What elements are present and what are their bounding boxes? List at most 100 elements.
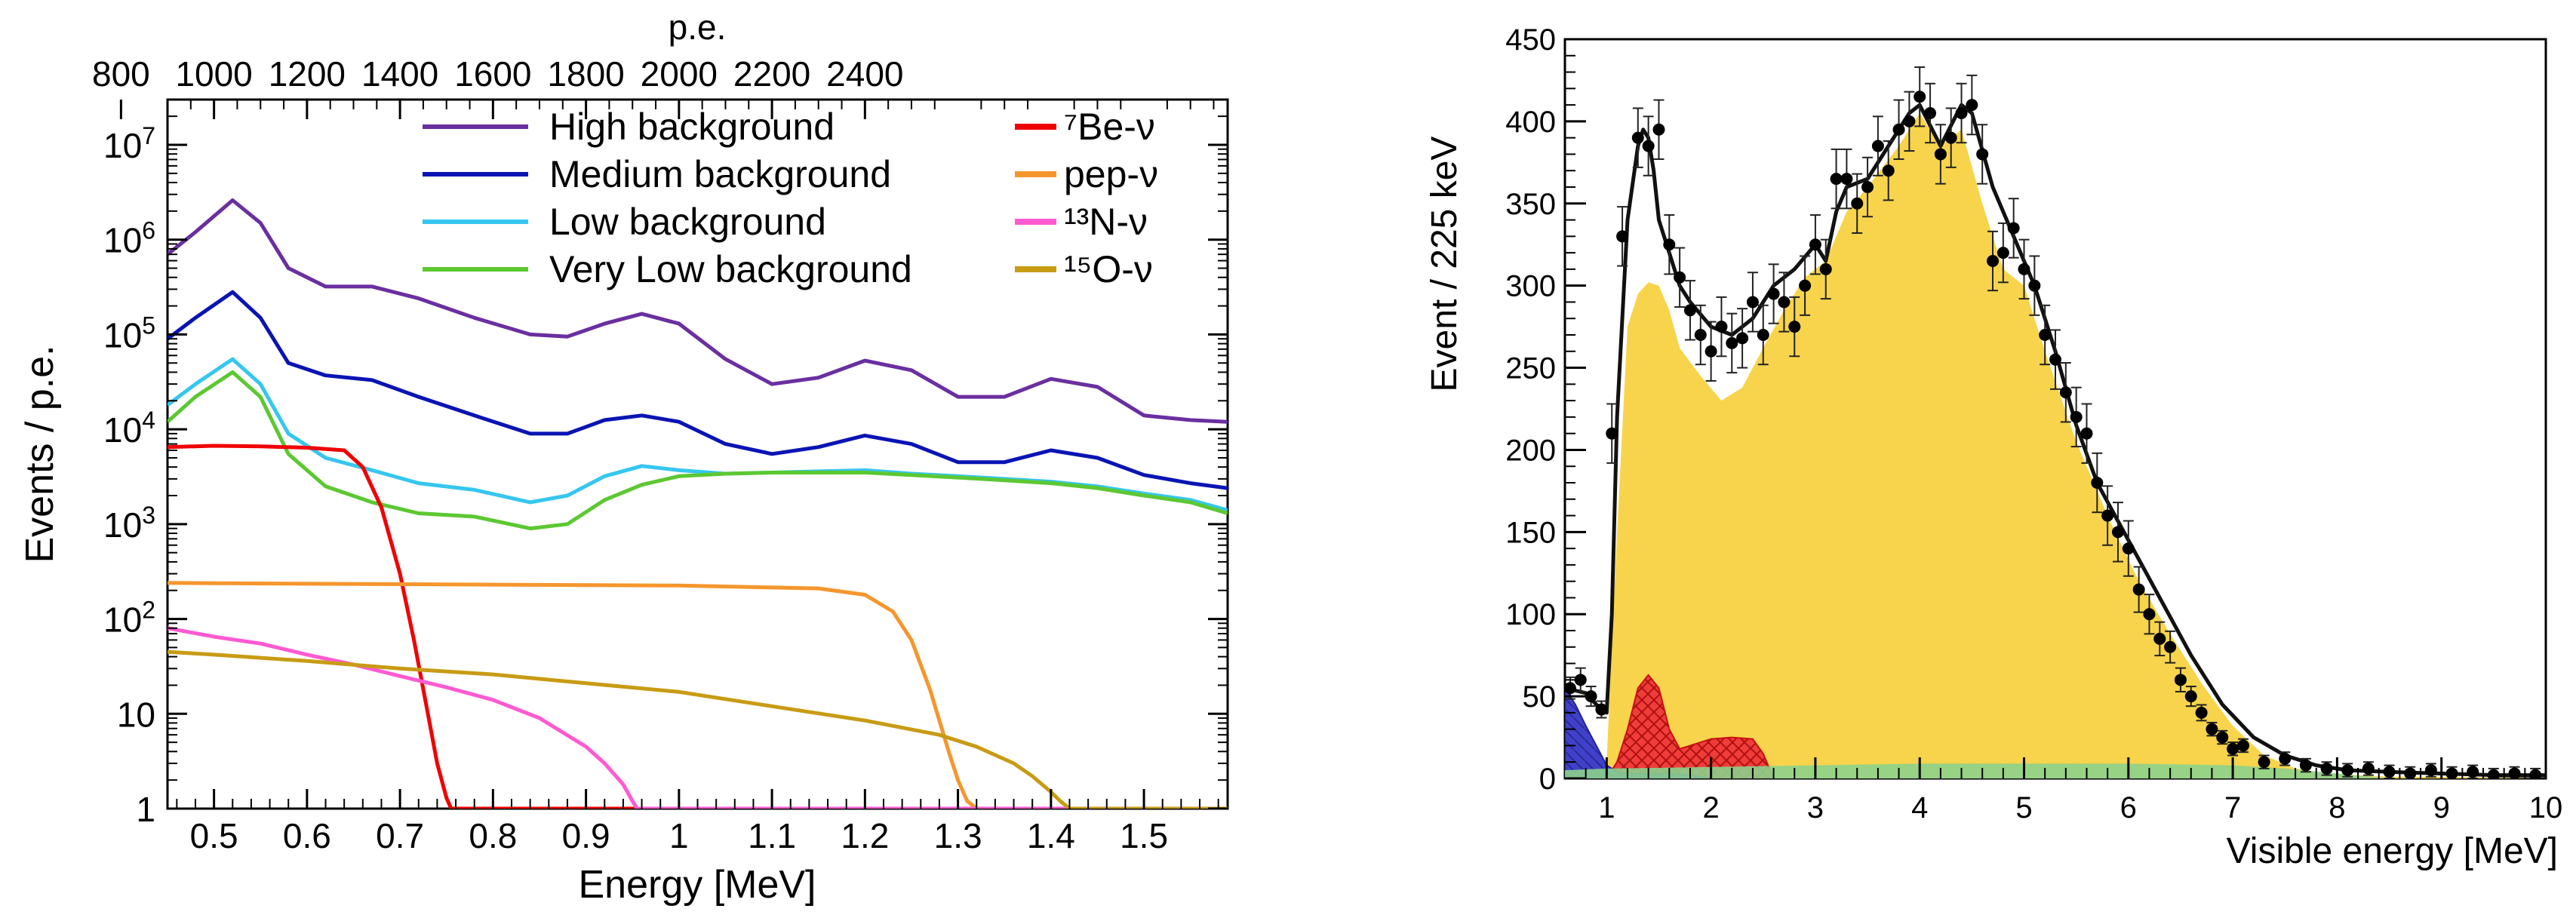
left-top-tick-label: 1200	[269, 54, 346, 94]
left-y-axis-title: Events / p.e.	[18, 345, 62, 563]
left-top-tick-label: 1600	[454, 54, 531, 94]
data-point	[1663, 238, 1676, 251]
left-top-tick-label: 2200	[733, 54, 810, 94]
left-x-tick-label: 1.3	[934, 816, 982, 855]
data-point	[2467, 766, 2479, 778]
left-x-tick-label: 1.5	[1120, 816, 1168, 855]
right-y-tick-label: 100	[1505, 598, 1556, 631]
data-point	[1851, 197, 1864, 210]
series-line-very-low-background	[168, 370, 1228, 531]
data-point	[1767, 287, 1780, 300]
left-plot-frame	[166, 98, 1229, 810]
left-top-tick-label: 1400	[361, 54, 438, 94]
right-x-tick-label: 3	[1807, 791, 1824, 824]
left-y-tick-label: 10	[117, 695, 155, 734]
data-point	[2039, 329, 2052, 341]
left-x-tick-label: 1.1	[748, 816, 796, 855]
data-point	[1565, 682, 1576, 695]
left-x-tick-label: 1	[669, 816, 689, 855]
series-line-medium-background	[168, 290, 1228, 490]
data-point	[2195, 706, 2208, 719]
left-x-tick-label: 0.5	[190, 816, 238, 855]
right-x-axis-title: Visible energy [MeV]	[2227, 831, 2558, 871]
left-x-tick-label: 0.9	[562, 816, 610, 855]
legend-label-high-background: High background	[549, 106, 835, 148]
right-y-tick-label: 350	[1505, 188, 1556, 221]
data-point	[1882, 164, 1895, 177]
right-x-tick-label: 7	[2224, 791, 2241, 824]
left-y-tick-label: 105	[103, 312, 155, 355]
data-point	[1642, 140, 1655, 152]
data-point	[1715, 321, 1728, 333]
data-point	[1746, 296, 1759, 309]
data-point	[2049, 353, 2061, 366]
legend-label-pep: pep-ν	[1064, 153, 1158, 195]
data-point	[1616, 230, 1629, 243]
data-point	[2508, 767, 2521, 778]
data-point	[2143, 608, 2156, 621]
right-x-tick-label: 2	[1702, 791, 1719, 824]
left-top-axis-title: p.e.	[669, 8, 727, 47]
data-point	[2529, 769, 2542, 778]
right-y-tick-label: 150	[1505, 516, 1556, 549]
data-point	[1819, 262, 1832, 275]
component-green-fill	[1565, 763, 2390, 778]
data-point	[1830, 173, 1843, 186]
data-point	[2487, 769, 2500, 778]
data-point	[1966, 99, 1978, 112]
data-point	[2059, 386, 2072, 399]
data-point	[2445, 767, 2458, 778]
data-point	[1944, 131, 1957, 144]
legend-label-n: ¹³N-ν	[1064, 201, 1148, 243]
right-y-tick-label: 400	[1505, 106, 1556, 139]
series-line-n	[168, 626, 1228, 809]
left-x-axis-title: Energy [MeV]	[578, 863, 816, 907]
left-x-tick-label: 0.8	[469, 816, 517, 855]
left-y-tick-label: 103	[103, 502, 155, 545]
data-point	[1799, 279, 1812, 292]
right-x-tick-label: 1	[1598, 791, 1615, 824]
series-line-pep	[168, 581, 1228, 809]
data-point	[1976, 148, 1989, 161]
right-y-tick-label: 200	[1505, 434, 1556, 467]
left-y-tick-label: 102	[103, 597, 155, 640]
data-point	[1788, 321, 1801, 333]
left-top-tick-label: 2000	[641, 54, 718, 94]
data-point	[1631, 131, 1644, 144]
data-point	[1736, 332, 1749, 345]
component-red-hatched	[1606, 674, 1775, 778]
left-x-tick-label: 1.4	[1027, 816, 1075, 855]
data-point	[1585, 690, 1597, 703]
data-point	[1694, 329, 1707, 341]
data-point	[1997, 247, 2009, 259]
data-point	[1595, 703, 1608, 716]
data-point	[2101, 509, 2114, 522]
right-y-tick-label: 300	[1505, 270, 1556, 303]
data-point	[1871, 140, 1884, 152]
data-point	[2424, 764, 2437, 777]
data-point	[1924, 107, 1937, 119]
right-y-tick-label: 50	[1523, 680, 1557, 714]
data-point	[2216, 731, 2229, 744]
left-x-tick-label: 0.6	[283, 816, 331, 855]
right-x-tick-label: 6	[2120, 791, 2137, 824]
data-point	[1726, 336, 1738, 349]
data-point	[2153, 632, 2166, 645]
data-point	[1903, 115, 1916, 127]
data-point	[2070, 410, 2083, 423]
right-x-tick-label: 4	[1911, 791, 1928, 824]
right-y-tick-label: 0	[1539, 763, 1556, 796]
data-point	[1574, 674, 1587, 686]
data-point	[2111, 526, 2124, 539]
data-point	[1606, 427, 1618, 440]
legend-label-medium-background: Medium background	[549, 153, 891, 195]
data-point	[2007, 222, 2020, 235]
left-top-tick-label: 1000	[175, 54, 252, 94]
component-yellow-stack	[1565, 113, 2546, 778]
data-point	[2028, 279, 2041, 292]
left-x-tick-label: 1.2	[841, 816, 889, 855]
left-top-tick-label: 1800	[547, 54, 624, 94]
series-line-be	[168, 444, 1228, 809]
